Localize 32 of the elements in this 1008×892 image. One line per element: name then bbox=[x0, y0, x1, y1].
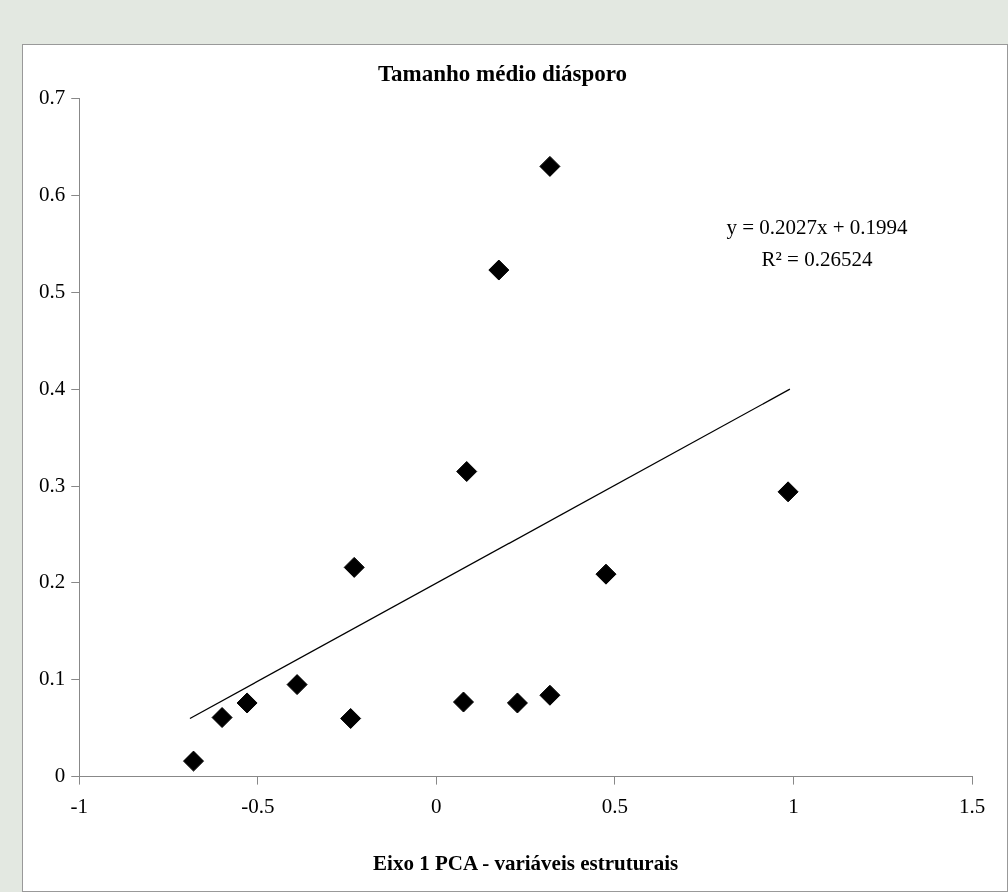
x-tick-label: -1 bbox=[70, 793, 88, 818]
point bbox=[488, 259, 510, 281]
point bbox=[340, 707, 362, 729]
x-tick-label: 1 bbox=[788, 793, 799, 818]
y-tick-label: 0.4 bbox=[39, 375, 66, 400]
point bbox=[183, 750, 205, 772]
y-tick-label: 0.3 bbox=[39, 472, 66, 497]
y-tick-label: 0.7 bbox=[39, 85, 66, 110]
x-axis-title: Eixo 1 PCA - variáveis estruturais bbox=[373, 850, 679, 875]
y-tick-label: 0.6 bbox=[39, 181, 66, 206]
point bbox=[452, 691, 474, 713]
point bbox=[343, 556, 365, 578]
point bbox=[211, 707, 233, 729]
y-tick-label: 0.5 bbox=[39, 278, 66, 303]
point bbox=[286, 674, 308, 696]
point bbox=[236, 692, 258, 714]
point bbox=[539, 155, 561, 177]
y-tick-label: 0.1 bbox=[39, 666, 66, 691]
point bbox=[539, 684, 561, 706]
point bbox=[777, 481, 799, 503]
x-tick-label: 0 bbox=[431, 793, 442, 818]
y-tick-label: 0.2 bbox=[39, 569, 66, 594]
point bbox=[506, 692, 528, 714]
x-tick-label: -0.5 bbox=[241, 793, 275, 818]
x-tick-label: 1.5 bbox=[958, 793, 986, 818]
annotation: y = 0.2027x + 0.1994 bbox=[726, 215, 909, 240]
y-tick-label: 0 bbox=[54, 763, 66, 788]
point bbox=[456, 461, 478, 482]
chart-title: Tamanho médio diásporo bbox=[377, 60, 628, 86]
x-tick-label: 0.5 bbox=[601, 793, 629, 818]
point bbox=[595, 563, 617, 585]
annotation: R² = 0.26524 bbox=[761, 247, 873, 272]
